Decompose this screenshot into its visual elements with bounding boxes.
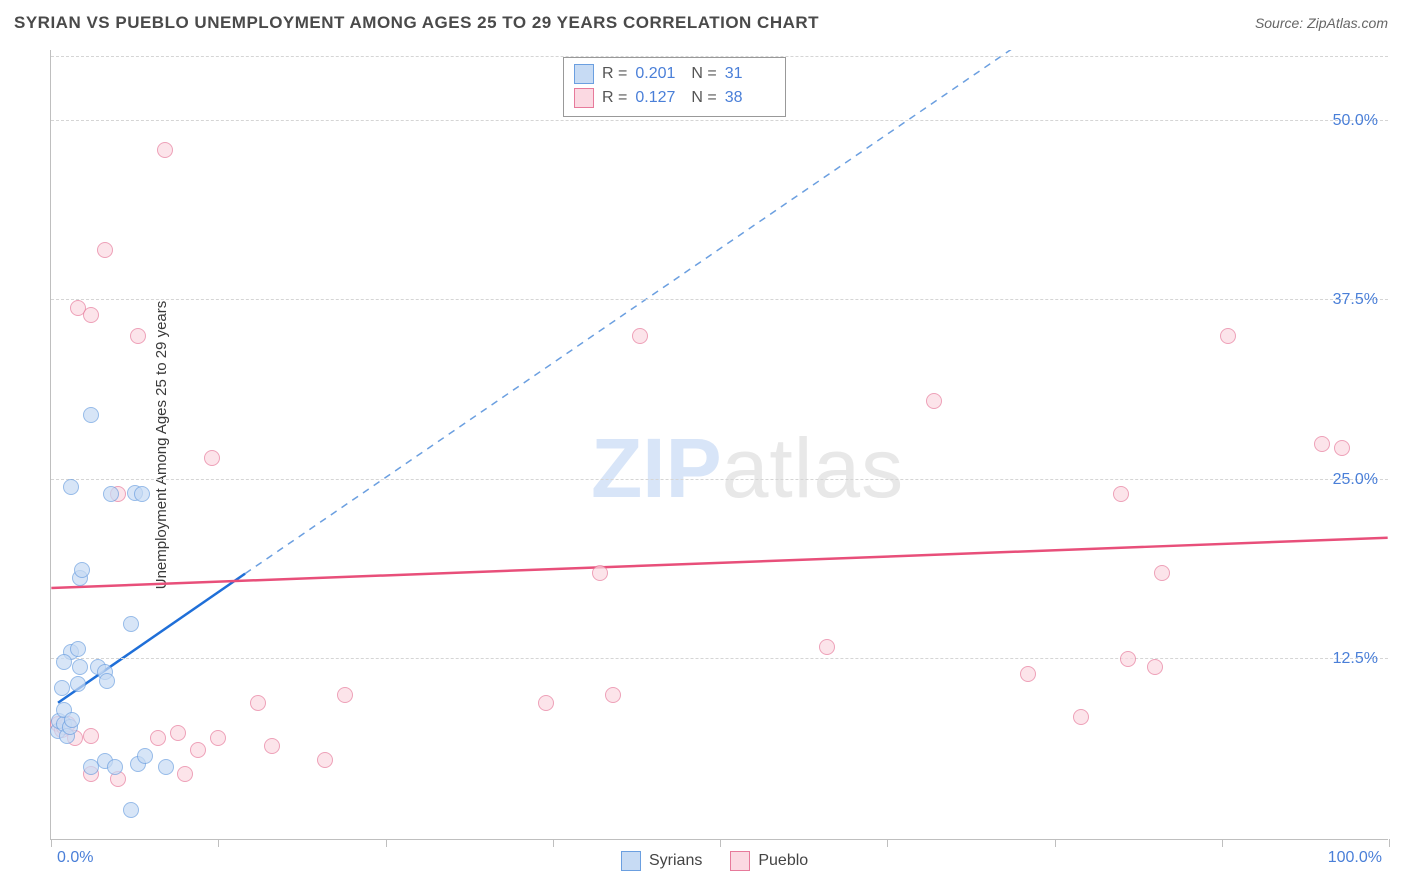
data-point-pueblo [632,328,648,344]
data-point-syrians [158,759,174,775]
data-point-syrians [123,616,139,632]
data-point-pueblo [150,730,166,746]
y-tick-label: 37.5% [1333,291,1378,309]
x-tick [1055,839,1056,847]
data-point-syrians [99,673,115,689]
y-tick-label: 12.5% [1333,650,1378,668]
gridline [51,56,1388,57]
x-axis-min-label: 0.0% [57,849,93,867]
x-tick [1222,839,1223,847]
data-point-pueblo [605,687,621,703]
chart-title: SYRIAN VS PUEBLO UNEMPLOYMENT AMONG AGES… [14,13,819,33]
corr-legend-row: R =0.127N =38 [574,86,773,110]
data-point-syrians [134,486,150,502]
data-point-pueblo [337,687,353,703]
x-tick [51,839,52,847]
legend-item-pueblo: Pueblo [730,851,808,871]
data-point-pueblo [1147,659,1163,675]
data-point-syrians [72,659,88,675]
gridline [51,120,1388,121]
data-point-pueblo [1113,486,1129,502]
data-point-syrians [83,407,99,423]
data-point-pueblo [83,307,99,323]
data-point-syrians [54,680,70,696]
watermark-atlas: atlas [722,421,904,515]
data-point-pueblo [157,142,173,158]
data-point-pueblo [538,695,554,711]
data-point-pueblo [210,730,226,746]
x-tick [887,839,888,847]
source-attribution: Source: ZipAtlas.com [1255,15,1388,31]
data-point-syrians [70,676,86,692]
y-tick-label: 25.0% [1333,471,1378,489]
trend-lines [51,50,1388,839]
legend-item-syrians: Syrians [621,851,702,871]
x-tick [720,839,721,847]
data-point-syrians [64,712,80,728]
x-tick [218,839,219,847]
corr-legend-row: R =0.201N =31 [574,62,773,86]
data-point-pueblo [264,738,280,754]
data-point-pueblo [317,752,333,768]
legend-label: Pueblo [758,852,808,870]
y-tick-label: 50.0% [1333,112,1378,130]
data-point-pueblo [204,450,220,466]
data-point-pueblo [177,766,193,782]
data-point-pueblo [1154,565,1170,581]
legend-label: Syrians [649,852,702,870]
data-point-syrians [63,479,79,495]
data-point-pueblo [1073,709,1089,725]
data-point-pueblo [926,393,942,409]
data-point-syrians [107,759,123,775]
data-point-pueblo [83,728,99,744]
x-tick [553,839,554,847]
data-point-syrians [137,748,153,764]
legend-swatch [574,88,594,108]
correlation-legend: R =0.201N =31R =0.127N =38 [563,57,786,117]
gridline [51,299,1388,300]
data-point-pueblo [1220,328,1236,344]
data-point-pueblo [1334,440,1350,456]
data-point-pueblo [130,328,146,344]
x-tick [386,839,387,847]
data-point-syrians [56,654,72,670]
x-tick [1389,839,1390,847]
watermark-zip: ZIP [591,421,722,515]
gridline [51,479,1388,480]
x-axis-max-label: 100.0% [1328,849,1382,867]
scatter-plot: Unemployment Among Ages 25 to 29 years Z… [50,50,1388,840]
legend-swatch [730,851,750,871]
data-point-syrians [74,562,90,578]
data-point-pueblo [819,639,835,655]
data-point-pueblo [190,742,206,758]
legend-swatch [621,851,641,871]
data-point-pueblo [592,565,608,581]
data-point-syrians [70,641,86,657]
y-axis-label: Unemployment Among Ages 25 to 29 years [153,300,170,589]
data-point-pueblo [1120,651,1136,667]
data-point-pueblo [250,695,266,711]
data-point-pueblo [1314,436,1330,452]
legend-swatch [574,64,594,84]
chart-header: SYRIAN VS PUEBLO UNEMPLOYMENT AMONG AGES… [0,0,1406,46]
data-point-syrians [123,802,139,818]
data-point-pueblo [97,242,113,258]
gridline [51,658,1388,659]
data-point-syrians [103,486,119,502]
watermark: ZIPatlas [591,420,904,517]
series-legend: Syrians Pueblo [621,851,808,871]
data-point-pueblo [170,725,186,741]
data-point-pueblo [1020,666,1036,682]
